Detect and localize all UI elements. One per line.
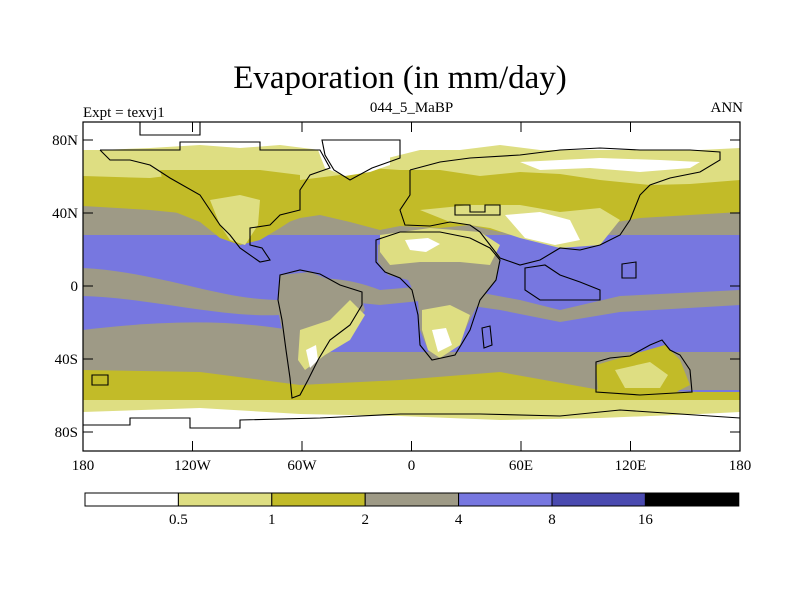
southern-olive-band: [83, 370, 740, 408]
greenland-white: [318, 150, 390, 176]
lat-label-80s: 80S: [55, 425, 78, 441]
colorbar-box-1: [84, 492, 179, 507]
colorbar-box-3: [271, 492, 366, 507]
sahara-white: [405, 238, 440, 252]
eurasia-coast: [399, 147, 721, 266]
lat-label-40n: 40N: [52, 206, 78, 222]
indonesia-coast: [524, 264, 601, 301]
north-polar-white: [83, 122, 740, 162]
colorbar-label-4: 4: [455, 512, 463, 528]
lat-label-80n: 80N: [52, 133, 78, 149]
south-america-coast: [277, 269, 363, 399]
britain-coast: [454, 204, 501, 216]
season-label: ANN: [710, 100, 744, 116]
lat-tick-marks: [83, 139, 740, 433]
colorbar: [84, 492, 740, 507]
evaporation-field: [83, 122, 740, 451]
australia-pale: [615, 362, 668, 388]
kalahari-white: [432, 328, 452, 352]
siberia-white: [520, 158, 700, 172]
lat-label-40s: 40S: [55, 352, 78, 368]
lat-label-0: 0: [71, 279, 79, 295]
africa-coast: [375, 231, 501, 361]
antarctica-coast: [83, 409, 740, 429]
lon-tick-marks: [82, 122, 741, 451]
colorbar-label-2: 1: [268, 512, 276, 528]
tibet-white: [505, 212, 580, 245]
australia-coast: [595, 339, 693, 396]
africa-gray: [378, 235, 500, 355]
japan-coast: [621, 261, 637, 279]
lon-label-60w: 60W: [287, 458, 317, 474]
equatorial-gray-band: [83, 268, 740, 322]
colorbar-label-5: 8: [548, 512, 556, 528]
colorbar-label-6: 16: [638, 512, 654, 528]
colorbar-box-2: [177, 492, 273, 507]
period-label: 044_5_MaBP: [369, 100, 454, 116]
colorbar-box-5: [458, 492, 553, 507]
north-america-coast: [99, 141, 331, 263]
lon-label-0: 0: [408, 458, 416, 474]
chart-title: Evaporation (in mm/day): [233, 60, 567, 96]
lon-label-180w: 180: [72, 458, 95, 474]
new-zealand-coast: [91, 374, 109, 386]
greenland-coast: [321, 139, 401, 181]
lon-label-120e: 120E: [615, 458, 647, 474]
colorbar-box-6: [551, 492, 646, 507]
colorbar-label-3: 2: [361, 512, 369, 528]
south-pacific-gray: [83, 322, 290, 360]
colorbar-box-7: [644, 492, 740, 507]
lon-label-180e: 180: [729, 458, 752, 474]
antarctic-white: [83, 408, 740, 451]
madagascar-coast: [481, 325, 493, 349]
lon-label-120w: 120W: [174, 458, 212, 474]
andes-white: [306, 345, 318, 368]
lon-label-60e: 60E: [509, 458, 533, 474]
coastlines: [83, 122, 740, 429]
colorbar-box-4: [364, 492, 460, 507]
north-america-pale: [210, 195, 260, 245]
experiment-label: Expt = texvj1: [83, 105, 165, 121]
caribbean-coast: [139, 122, 201, 136]
sahara-pale: [380, 228, 500, 265]
colorbar-label-1: 0.5: [169, 512, 188, 528]
